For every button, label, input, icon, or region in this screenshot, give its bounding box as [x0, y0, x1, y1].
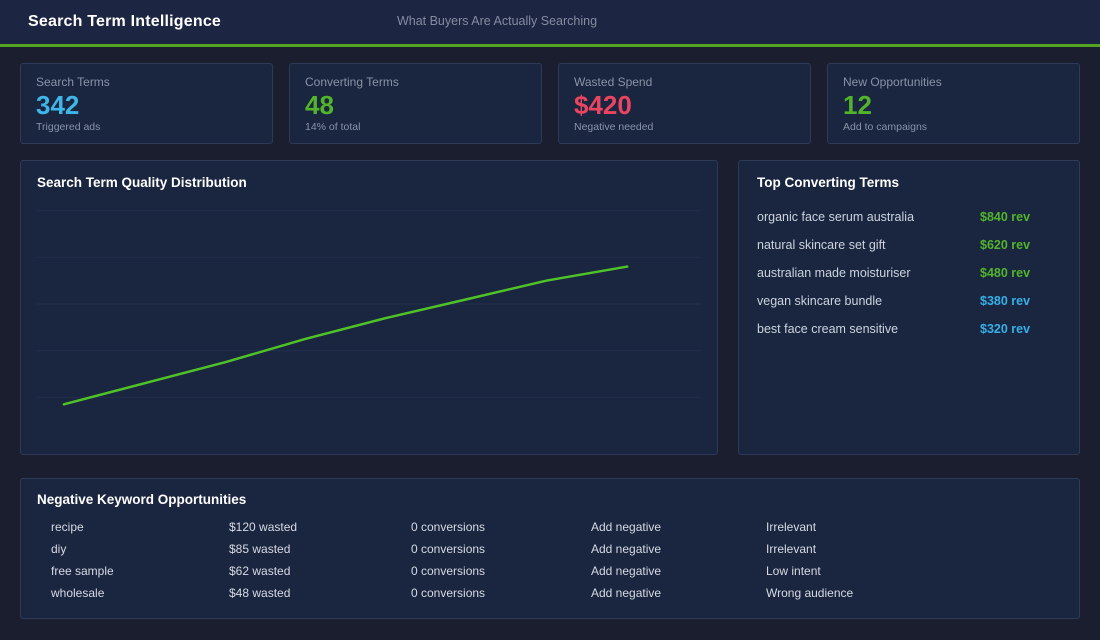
term-revenue: $320 rev: [980, 322, 1031, 336]
keyword-cell: diy: [51, 542, 67, 556]
top-converting-terms-panel: Top Converting Terms organic face serum …: [738, 160, 1080, 455]
term-label: organic face serum australia: [757, 210, 915, 224]
negative-keywords-title: Negative Keyword Opportunities: [37, 492, 247, 507]
term-label: best face cream sensitive: [757, 322, 899, 336]
add-negative-action[interactable]: Add negative: [591, 542, 662, 556]
add-negative-action[interactable]: Add negative: [591, 564, 662, 578]
quality-trend-line-chart: [36, 210, 702, 406]
term-revenue: $840 rev: [980, 210, 1031, 224]
top-terms-title: Top Converting Terms: [757, 175, 900, 190]
term-revenue: $620 rev: [980, 238, 1031, 252]
list-item: organic face serum australia $840 rev: [757, 203, 1061, 231]
top-terms-list: organic face serum australia $840 rev na…: [757, 203, 1061, 343]
stat-value: 12: [843, 90, 872, 120]
stat-card-search-terms: Search Terms 342 Triggered ads: [20, 63, 273, 144]
wasted-cell: $48 wasted: [229, 586, 291, 600]
stat-label: New Opportunities: [843, 75, 942, 89]
page-subtitle: What Buyers Are Actually Searching: [396, 14, 598, 28]
dashboard-content: Search Terms 342 Triggered ads Convertin…: [0, 47, 1100, 619]
stat-sublabel: Add to campaigns: [843, 120, 928, 133]
app-header: Search Term Intelligence What Buyers Are…: [0, 0, 1100, 47]
conversions-cell: 0 conversions: [411, 586, 486, 600]
list-item: australian made moisturiser $480 rev: [757, 259, 1061, 287]
stat-value: 48: [305, 90, 334, 120]
stat-sublabel: Negative needed: [574, 120, 654, 133]
conversions-cell: 0 conversions: [411, 520, 486, 534]
term-revenue: $480 rev: [980, 266, 1031, 280]
list-item: best face cream sensitive $320 rev: [757, 315, 1061, 343]
quality-distribution-chart-panel: Search Term Quality Distribution: [20, 160, 718, 455]
reason-cell: Irrelevant: [766, 542, 817, 556]
term-label: vegan skincare bundle: [757, 294, 883, 308]
stat-label: Converting Terms: [305, 75, 399, 89]
stat-value: $420: [574, 90, 632, 120]
reason-cell: Irrelevant: [766, 520, 817, 534]
table-row: free sample $62 wasted 0 conversions Add…: [37, 560, 1063, 582]
keyword-cell: wholesale: [51, 586, 105, 600]
negative-keywords-panel: Negative Keyword Opportunities recipe $1…: [20, 478, 1080, 619]
wasted-cell: $120 wasted: [229, 520, 298, 534]
page-title: Search Term Intelligence: [28, 13, 222, 30]
stat-label: Wasted Spend: [574, 75, 653, 89]
list-item: vegan skincare bundle $380 rev: [757, 287, 1061, 315]
middle-row: Search Term Quality Distribution Top Con…: [20, 160, 1080, 455]
add-negative-action[interactable]: Add negative: [591, 520, 662, 534]
conversions-cell: 0 conversions: [411, 542, 486, 556]
table-row: wholesale $48 wasted 0 conversions Add n…: [37, 582, 1063, 604]
stat-value: 342: [36, 90, 80, 120]
reason-cell: Low intent: [766, 564, 821, 578]
stat-sublabel: Triggered ads: [36, 120, 101, 133]
table-row: diy $85 wasted 0 conversions Add negativ…: [37, 538, 1063, 560]
stat-card-wasted-spend: Wasted Spend $420 Negative needed: [558, 63, 811, 144]
stat-card-new-opportunities: New Opportunities 12 Add to campaigns: [827, 63, 1080, 144]
stats-row: Search Terms 342 Triggered ads Convertin…: [20, 63, 1080, 144]
term-revenue: $380 rev: [980, 294, 1031, 308]
add-negative-action[interactable]: Add negative: [591, 586, 662, 600]
negative-keywords-table: recipe $120 wasted 0 conversions Add neg…: [37, 516, 1063, 604]
keyword-cell: free sample: [51, 564, 114, 578]
stat-label: Search Terms: [36, 75, 110, 89]
trend-line: [62, 265, 629, 406]
list-item: natural skincare set gift $620 rev: [757, 231, 1061, 259]
wasted-cell: $85 wasted: [229, 542, 291, 556]
wasted-cell: $62 wasted: [229, 564, 291, 578]
keyword-cell: recipe: [51, 520, 84, 534]
reason-cell: Wrong audience: [766, 586, 854, 600]
term-label: australian made moisturiser: [757, 266, 911, 280]
stat-sublabel: 14% of total: [305, 120, 361, 133]
conversions-cell: 0 conversions: [411, 564, 486, 578]
term-label: natural skincare set gift: [757, 238, 886, 252]
table-row: recipe $120 wasted 0 conversions Add neg…: [37, 516, 1063, 538]
chart-gridlines: [36, 210, 702, 398]
chart-title: Search Term Quality Distribution: [37, 175, 247, 190]
stat-card-converting-terms: Converting Terms 48 14% of total: [289, 63, 542, 144]
